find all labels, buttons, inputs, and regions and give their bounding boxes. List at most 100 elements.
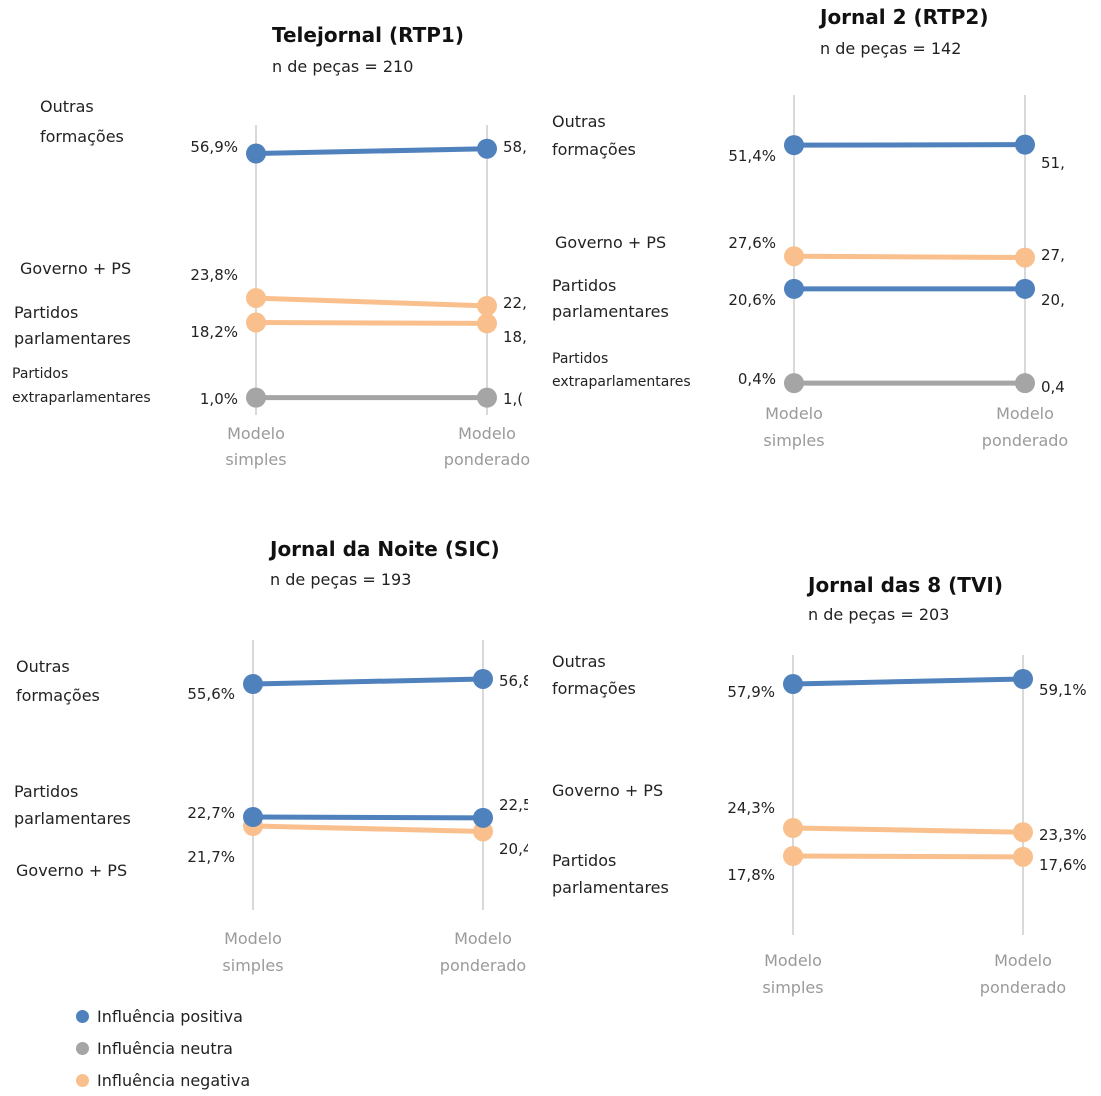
- point-simple: [246, 288, 266, 308]
- series-name-3-line-2: parlamentares: [14, 329, 131, 348]
- data-label-weighted: 22,5: [499, 796, 532, 814]
- series-name-2-line-1: Governo + PS: [16, 861, 127, 880]
- series-group-1: [784, 135, 1035, 155]
- series-name-4-line-2: extraparlamentares: [12, 390, 151, 406]
- data-label-simple: 51,4%: [728, 147, 776, 165]
- data-label-weighted: 58,: [503, 138, 527, 156]
- point-weighted: [1015, 135, 1035, 155]
- x-tick-group-2: Modelo ponderado: [444, 424, 530, 469]
- series-group-2: [784, 246, 1035, 267]
- chart-panel-4: Jornal das 8 (TVI) n de peças = 203 Outras…: [552, 573, 1087, 997]
- legend-negative-label: Influência negativa: [97, 1071, 250, 1090]
- series-name-4-line-1: Partidos: [12, 366, 68, 382]
- series-name-1-line-1: Outras: [552, 652, 606, 671]
- series-group-3: [783, 846, 1033, 867]
- point-weighted: [473, 808, 493, 828]
- data-label-weighted: 51,: [1041, 154, 1065, 172]
- x-tick-label-line-1: Modelo: [458, 424, 516, 443]
- data-label-simple: 24,3%: [727, 799, 775, 817]
- chart-panel-3: Jornal da Noite (SIC)n de peças = 193Out…: [14, 537, 532, 975]
- series-name-3-line-2: parlamentares: [552, 302, 669, 321]
- data-label-weighted: 59,1%: [1039, 681, 1087, 699]
- chart-title: Jornal das 8 (TVI): [806, 573, 1003, 597]
- data-label-weighted: 20,4: [499, 840, 532, 858]
- legend-neutral-label: Influência neutra: [97, 1039, 233, 1058]
- data-label-simple: 0,4%: [738, 370, 776, 388]
- data-label-weighted: 0,4: [1041, 378, 1065, 396]
- point-simple: [784, 373, 804, 393]
- data-label-simple: 18,2%: [190, 323, 238, 341]
- chart-subtitle: n de peças = 203: [808, 605, 949, 624]
- data-label-weighted: 23,3%: [1039, 826, 1087, 844]
- x-tick-group-2: Modelo ponderado: [980, 951, 1066, 997]
- x-tick-label-line-1: Modelo: [996, 404, 1054, 423]
- x-tick-label-line-2: ponderado: [982, 431, 1068, 450]
- chart-panel-1: Telejornal (RTP1) n de peças = 210 Outras f…: [12, 23, 530, 469]
- chart-title: Jornal da Noite (SIC): [268, 537, 500, 561]
- x-tick-label-line-2: simples: [225, 450, 286, 469]
- series-name-3-line-1: Partidos: [552, 851, 616, 870]
- series-line: [253, 826, 483, 831]
- legend-positive-label: Influência positiva: [97, 1007, 243, 1026]
- x-tick-label-line-2: simples: [763, 431, 824, 450]
- point-weighted: [477, 296, 497, 316]
- x-tick-group-2: Modelo ponderado: [982, 404, 1068, 450]
- series-name-2-line-1: Governo + PS: [552, 781, 663, 800]
- data-label-simple: 56,9%: [190, 138, 238, 156]
- point-weighted: [477, 139, 497, 159]
- point-simple: [784, 135, 804, 155]
- x-tick-label-line-1: Modelo: [227, 424, 285, 443]
- point-weighted: [1015, 248, 1035, 268]
- point-weighted: [1015, 373, 1035, 393]
- data-label-simple: 1,0%: [200, 390, 238, 408]
- point-weighted: [477, 313, 497, 333]
- series-name-3-line-1: Partidos: [552, 276, 616, 295]
- chart-title: Telejornal (RTP1): [272, 23, 464, 47]
- data-label-simple: 21,7%: [187, 848, 235, 866]
- series-line: [793, 828, 1023, 832]
- series-name-1-line-1: Outras: [40, 97, 94, 116]
- legend-item-positive: Influência positiva: [76, 1000, 250, 1032]
- x-tick-group-1: Modelo simples: [225, 424, 286, 469]
- series-name-1-line-2: formações: [40, 127, 124, 146]
- series-name-1-line-2: formações: [552, 140, 636, 159]
- series-name-2-line-1: Governo + PS: [20, 259, 131, 278]
- series-name-1-line-2: formações: [16, 686, 100, 705]
- series-line: [793, 679, 1023, 684]
- point-weighted: [1013, 822, 1033, 842]
- point-simple: [246, 388, 266, 408]
- chart-panel-2: Jornal 2 (RTP2)n de peças = 142Outrasfor…: [552, 5, 1068, 450]
- data-label-simple: 57,9%: [727, 683, 775, 701]
- data-label-simple: 20,6%: [728, 291, 776, 309]
- series-group-4: [246, 388, 497, 408]
- series-group-3: [784, 279, 1035, 299]
- point-simple: [246, 144, 266, 164]
- data-label-simple: 17,8%: [727, 866, 775, 884]
- chart-subtitle: n de peças = 210: [272, 57, 413, 76]
- series-name-2-line-1: Governo + PS: [555, 233, 666, 252]
- point-weighted: [477, 388, 497, 408]
- point-simple: [783, 846, 803, 866]
- series-line: [253, 817, 483, 818]
- series-line: [256, 323, 487, 324]
- data-label-simple: 27,6%: [728, 234, 776, 252]
- series-group-1: [246, 139, 497, 164]
- x-tick-label-line-2: ponderado: [444, 450, 530, 469]
- series-name-3-line-1: Partidos: [14, 303, 78, 322]
- data-label-simple: 23,8%: [190, 266, 238, 284]
- series-name-1-line-1: Outras: [552, 112, 606, 131]
- data-label-weighted: 27,: [1041, 246, 1065, 264]
- x-tick-label-line-1: Modelo: [994, 951, 1052, 970]
- legend-neutral-marker: [76, 1042, 89, 1055]
- series-group-1: [783, 669, 1033, 694]
- point-simple: [243, 807, 263, 827]
- point-weighted: [1013, 847, 1033, 867]
- x-tick-label-line-2: ponderado: [980, 978, 1066, 997]
- data-label-weighted: 56,8: [499, 672, 532, 690]
- legend-item-negative: Influência negativa: [76, 1064, 250, 1096]
- data-label-weighted: 20,: [1041, 291, 1065, 309]
- series-name-3-line-2: parlamentares: [552, 878, 669, 897]
- series-name-3-line-2: parlamentares: [14, 809, 131, 828]
